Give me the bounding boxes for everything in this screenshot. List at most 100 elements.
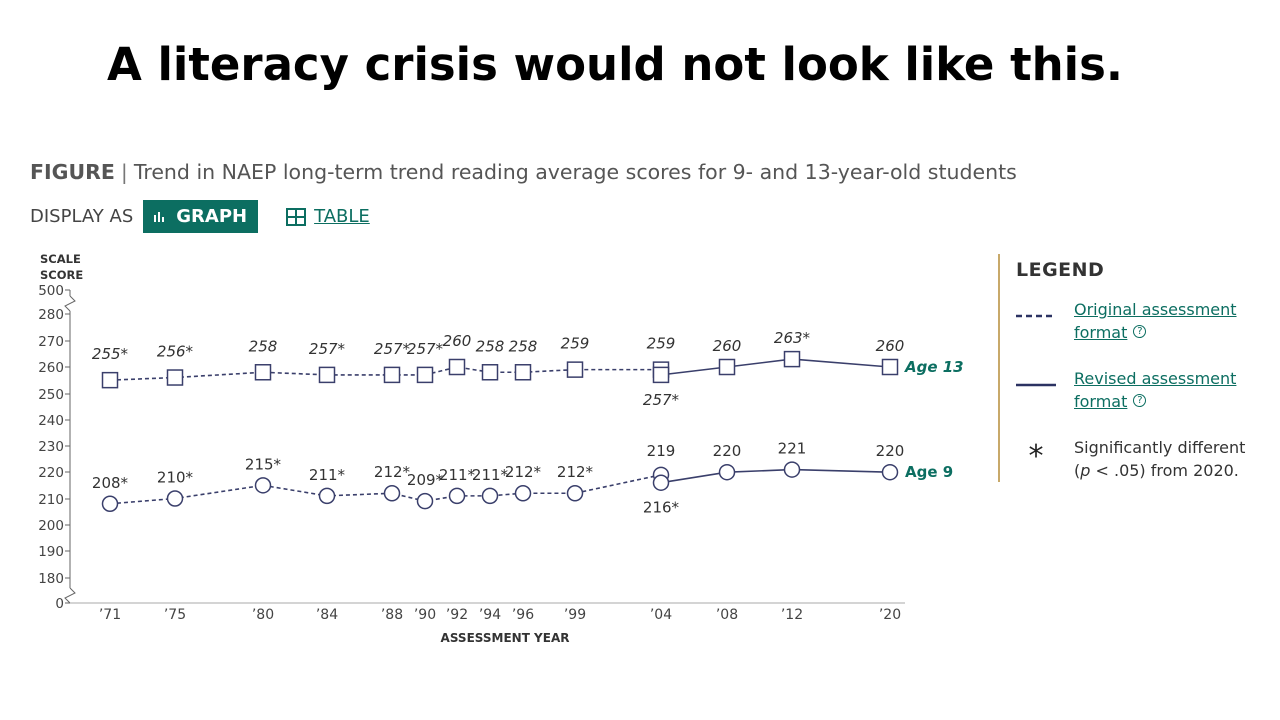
table-icon bbox=[286, 207, 307, 226]
legend-p-label: p bbox=[1080, 461, 1091, 480]
display-as-label: DISPLAY AS bbox=[30, 206, 134, 227]
age-13-data-label: 258 bbox=[249, 337, 278, 355]
age-9-data-label: 212* bbox=[557, 463, 594, 481]
age-9-data-label: 216* bbox=[643, 499, 680, 517]
age-9-data-label: 209* bbox=[407, 471, 444, 489]
age-9-circle-marker bbox=[166, 490, 184, 507]
display-toggle: DISPLAY AS GRAPH TABLE bbox=[30, 200, 370, 233]
legend-significant-rest: < .05) from 2020. bbox=[1090, 461, 1239, 480]
age-13-square-marker bbox=[566, 361, 584, 378]
y-tick-label: 250 bbox=[38, 387, 64, 403]
age-9-circle-marker bbox=[881, 463, 899, 481]
x-tick-label: ’96 bbox=[512, 607, 534, 623]
age-9-data-label: 220 bbox=[713, 442, 742, 460]
age-9-circle-marker bbox=[566, 484, 584, 502]
figure-caption: Trend in NAEP long-term trend reading av… bbox=[133, 160, 1017, 184]
age-13-data-label: 255* bbox=[92, 345, 129, 363]
graph-button[interactable]: GRAPH bbox=[143, 200, 259, 233]
age-13-data-label: 256* bbox=[157, 343, 194, 361]
y-axis-title: SCALE bbox=[40, 252, 81, 266]
y-tick-label: 190 bbox=[38, 544, 64, 560]
age-9-circle-marker bbox=[318, 487, 336, 505]
legend-original-label: Original assessment format bbox=[1074, 300, 1237, 342]
age-13-data-label: 260 bbox=[713, 337, 742, 355]
age-13-square-marker bbox=[166, 369, 184, 386]
x-tick-label: ’88 bbox=[381, 607, 403, 623]
age-9-data-label: 211* bbox=[472, 466, 509, 484]
age-13-data-label: 257* bbox=[309, 340, 346, 358]
x-tick-label: ’90 bbox=[414, 607, 436, 623]
age-9-data-label: 219 bbox=[647, 442, 676, 460]
age-9-data-label: 220 bbox=[876, 442, 905, 460]
y-tick-label: 240 bbox=[38, 413, 64, 429]
age-9-circle-marker bbox=[383, 484, 401, 502]
info-icon[interactable]: ? bbox=[1133, 394, 1147, 407]
figure-label: FIGURE bbox=[30, 160, 115, 184]
age-9-data-label: 212* bbox=[374, 463, 411, 481]
age-13-data-label: 257* bbox=[374, 340, 411, 358]
figure-heading: FIGURE | Trend in NAEP long-term trend rea… bbox=[30, 160, 1017, 184]
age-9-circle-marker bbox=[718, 463, 736, 481]
age-13-data-label: 260 bbox=[876, 337, 905, 355]
age-9-data-label: 212* bbox=[505, 463, 542, 481]
info-icon[interactable]: ? bbox=[1133, 325, 1147, 338]
age-9-data-label: 210* bbox=[157, 469, 194, 487]
age-13-data-label: 259 bbox=[561, 335, 590, 353]
x-tick-label: ’08 bbox=[716, 607, 738, 623]
age-13-square-marker bbox=[783, 350, 801, 368]
age-13-square-marker bbox=[254, 364, 272, 381]
legend-revised-label: Revised assessment format bbox=[1074, 369, 1237, 411]
x-tick-label: ’12 bbox=[781, 607, 803, 623]
graph-button-label: GRAPH bbox=[176, 206, 248, 227]
y-tick-label: 180 bbox=[38, 571, 64, 587]
age-13-revised-line bbox=[660, 358, 891, 376]
y-axis-break bbox=[64, 295, 76, 312]
age-9-series-label: Age 9 bbox=[905, 463, 953, 481]
solid-line-swatch bbox=[1016, 367, 1056, 387]
age-9-circle-marker bbox=[254, 477, 272, 494]
x-tick-label: ’71 bbox=[99, 607, 121, 623]
age-9-circle-marker bbox=[101, 495, 119, 513]
y-tick-label: 280 bbox=[38, 307, 64, 323]
age-9-data-label: 208* bbox=[92, 474, 129, 492]
age-13-data-label: 260 bbox=[443, 332, 472, 350]
age-13-data-label: 258 bbox=[509, 337, 538, 355]
age-9-circle-marker bbox=[652, 474, 670, 491]
table-link-label: TABLE bbox=[314, 206, 370, 227]
bar-chart-icon bbox=[154, 211, 165, 222]
y-tick-label: 260 bbox=[38, 360, 64, 376]
legend-item-significant: * Significantly different (p < .05) from … bbox=[1016, 436, 1254, 482]
slide-title: A literacy crisis would not look like th… bbox=[107, 38, 1123, 91]
age-9-data-label: 215* bbox=[245, 455, 282, 473]
age-9-circle-marker bbox=[416, 492, 434, 510]
age-13-series-label: Age 13 bbox=[904, 358, 964, 376]
x-axis-title: ASSESSMENT YEAR bbox=[441, 631, 570, 645]
age-13-square-marker bbox=[448, 358, 466, 376]
age-9-circle-marker bbox=[514, 484, 532, 502]
age-13-square-marker bbox=[881, 358, 899, 376]
table-link[interactable]: TABLE bbox=[286, 206, 370, 227]
y-tick-label: 220 bbox=[38, 465, 64, 481]
x-tick-label: ’04 bbox=[650, 607, 672, 623]
y-axis-title: SCORE bbox=[40, 268, 83, 282]
legend-significant-label: Significantly different bbox=[1074, 438, 1246, 457]
age-9-circle-marker bbox=[481, 487, 499, 505]
legend-title: LEGEND bbox=[1016, 259, 1105, 281]
legend-item-revised[interactable]: Revised assessment format? bbox=[1016, 367, 1254, 413]
y-axis-break bbox=[64, 587, 76, 604]
x-tick-label: ’20 bbox=[879, 607, 901, 623]
legend-item-original[interactable]: Original assessment format? bbox=[1016, 298, 1254, 344]
age-9-data-label: 211* bbox=[439, 466, 476, 484]
asterisk-icon: * bbox=[1028, 439, 1044, 474]
age-9-data-label: 221 bbox=[778, 440, 807, 458]
age-9-data-label: 211* bbox=[309, 466, 346, 484]
age-13-square-marker bbox=[101, 371, 119, 389]
age-13-data-label: 257* bbox=[407, 340, 444, 358]
x-tick-label: ’99 bbox=[564, 607, 586, 623]
age-13-data-label: 258 bbox=[476, 337, 505, 355]
age-9-circle-marker bbox=[448, 487, 466, 505]
y-tick-label: 230 bbox=[38, 439, 64, 455]
x-tick-label: ’94 bbox=[479, 607, 501, 623]
x-tick-label: ’84 bbox=[316, 607, 338, 623]
